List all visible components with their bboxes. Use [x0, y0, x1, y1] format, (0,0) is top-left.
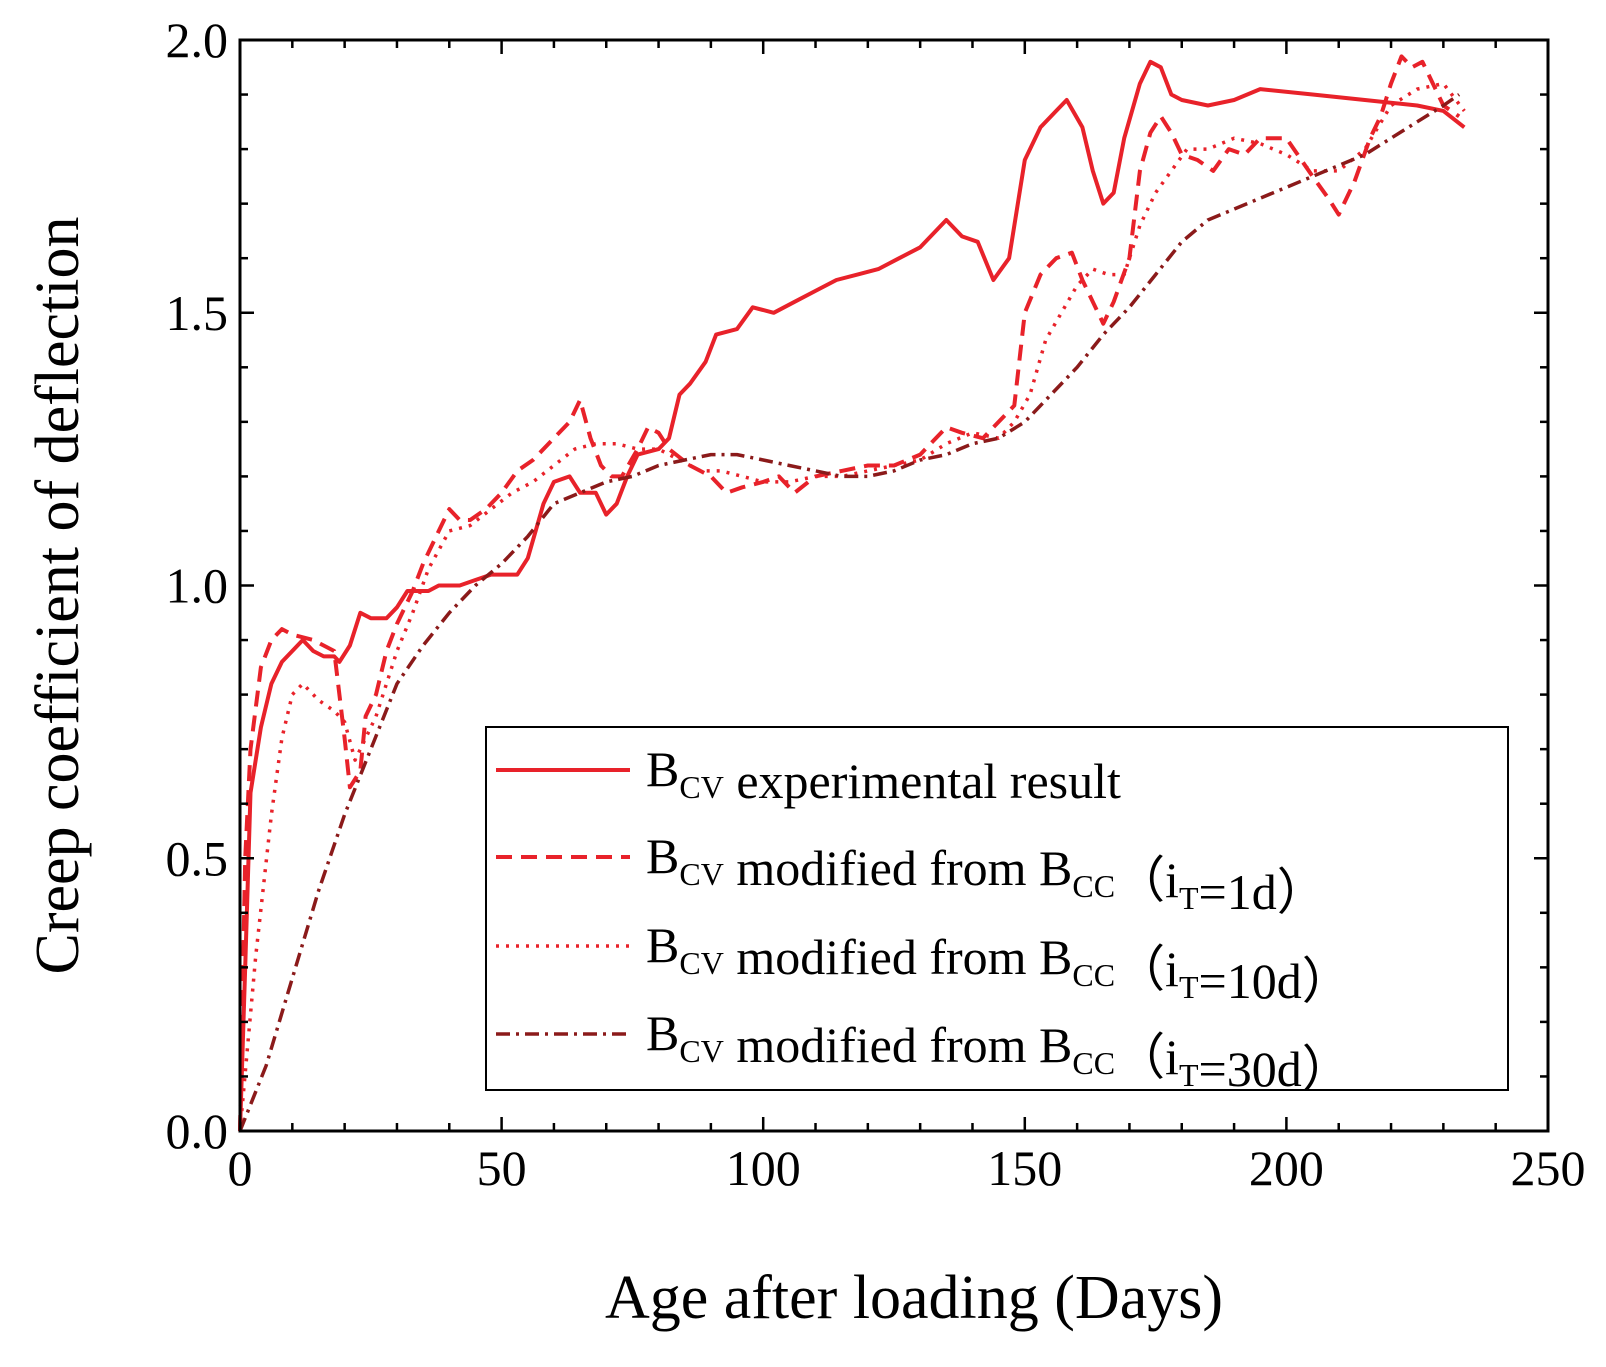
series-line-4 — [238, 93, 1461, 1132]
y-tick-label: 2.0 — [166, 12, 229, 68]
legend: BCV experimental result BCV modified from… — [485, 726, 1509, 1097]
legend-label-3: BCV modified from BCC（iT=10d） — [646, 917, 1352, 1009]
y-tick-label: 1.0 — [166, 558, 229, 614]
plot-series — [238, 54, 1466, 1132]
x-tick-label: 50 — [477, 1140, 527, 1196]
x-axis-title: Age after loading (Days) — [605, 1264, 1223, 1332]
axis-ticks — [238, 38, 1550, 1133]
legend-label-1: BCV experimental result — [646, 741, 1121, 809]
series-line-2 — [238, 54, 1461, 1132]
x-tick-label: 100 — [726, 1140, 801, 1196]
legend-box — [485, 726, 1509, 1091]
y-axis-title: Creep coefficient of deflection — [24, 217, 92, 975]
legend-label-4: BCV modified from BCC（iT=30d） — [646, 1005, 1352, 1097]
y-tick-label: 0.5 — [166, 830, 229, 886]
x-tick-label: 150 — [987, 1140, 1062, 1196]
axis-tick-labels: 0 50 100 150 200 250 0.0 0.5 1.0 1.5 2.0 — [166, 12, 1586, 1196]
x-tick-label: 250 — [1511, 1140, 1586, 1196]
y-tick-label: 0.0 — [166, 1103, 229, 1159]
series-line-1 — [238, 59, 1466, 1132]
legend-label-2: BCV modified from BCC（iT=1d） — [646, 828, 1327, 920]
x-tick-label: 0 — [228, 1140, 253, 1196]
y-tick-label: 1.5 — [166, 285, 229, 341]
x-tick-label: 200 — [1249, 1140, 1324, 1196]
